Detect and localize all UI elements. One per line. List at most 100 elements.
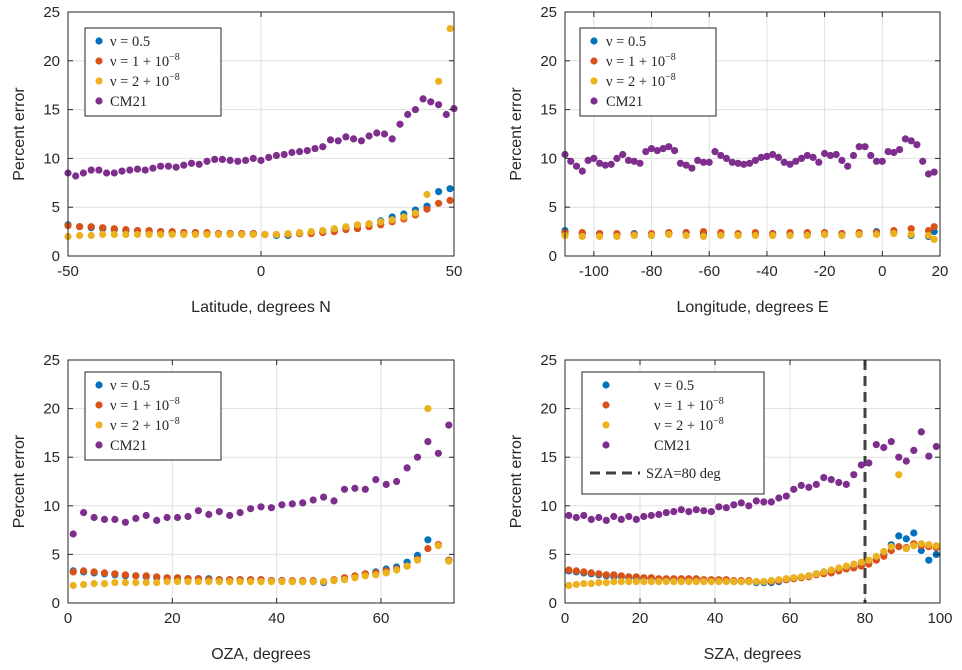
data-point (670, 578, 678, 586)
data-point (774, 153, 783, 161)
data-point (195, 160, 203, 168)
legend-label-3: CM21 (110, 438, 147, 454)
data-point (578, 167, 586, 175)
data-point (572, 513, 580, 522)
data-point (278, 501, 286, 509)
axes-box (67, 359, 455, 604)
data-point (234, 157, 242, 165)
data-point (121, 518, 129, 526)
data-point (99, 230, 107, 239)
legend-marker-purple (95, 441, 103, 449)
data-point (895, 471, 903, 479)
data-point (685, 578, 693, 586)
data-point (782, 575, 790, 583)
data-point (850, 560, 858, 568)
legend-label-vline: SZA=80 deg (646, 466, 721, 482)
data-point (445, 557, 453, 565)
data-point (872, 441, 880, 449)
legend-marker-yellow (602, 421, 610, 429)
data-point (100, 569, 109, 577)
data-point (267, 504, 275, 512)
data-point (760, 498, 768, 506)
data-point (419, 95, 427, 103)
legend-label-3: CM21 (110, 94, 147, 110)
data-point (890, 148, 898, 157)
data-point (624, 156, 633, 164)
data-point (790, 574, 798, 582)
legend-box (579, 27, 717, 117)
series-yellow (64, 25, 454, 241)
data-point (580, 580, 588, 588)
data-point (411, 209, 419, 217)
data-point (320, 493, 328, 501)
data-point (857, 461, 865, 469)
data-point (249, 230, 257, 239)
chart-panel-2: -100 -80 -60 -40 -20 0 20 0 5 10 15 20 25 Longitude, … (508, 4, 948, 316)
data-point (157, 162, 165, 170)
data-point (838, 231, 846, 240)
data-point (728, 158, 736, 166)
data-point (194, 578, 202, 586)
data-point (707, 508, 715, 516)
data-point (835, 564, 843, 572)
data-point (896, 146, 904, 154)
data-point (910, 529, 918, 537)
data-point (435, 77, 443, 85)
data-point (880, 547, 888, 556)
data-point (596, 159, 604, 167)
y-axis-label: Percent error (508, 434, 525, 528)
data-point (595, 513, 603, 522)
legend-label-0: ν = 0.5 (654, 378, 694, 394)
data-point (404, 110, 412, 119)
data-point (373, 129, 381, 137)
series-purple (565, 428, 940, 525)
data-point (682, 161, 690, 169)
data-point (284, 230, 292, 238)
legend-marker-orange (95, 401, 103, 409)
data-point (613, 154, 621, 162)
data-point (872, 552, 880, 560)
legend-label-2: ν = 2 + 10−8 (110, 72, 180, 90)
data-point (365, 132, 373, 140)
legend-label-1: ν = 1 + 10−8 (606, 52, 676, 70)
data-point (835, 478, 843, 487)
data-point (700, 578, 708, 586)
y-tick-label: 0 (52, 248, 60, 265)
data-point (565, 566, 573, 574)
data-point (403, 464, 411, 472)
x-tick-label: 60 (782, 610, 799, 627)
data-point (694, 156, 702, 164)
legend-label-3: CM21 (654, 438, 691, 454)
data-point (826, 151, 835, 160)
legend: ν = 0.5 ν = 1 + 10−8 ν = 2 + 10−8 CM21 (84, 371, 222, 461)
legend-marker-orange (590, 57, 598, 65)
data-point (103, 169, 111, 177)
data-point (677, 506, 685, 514)
x-tick-label: 0 (64, 610, 72, 627)
data-point (655, 510, 663, 519)
legend: ν = 0.5 ν = 1 + 10−8 ν = 2 + 10−8 CM21 SZA=8… (581, 371, 765, 495)
data-point (319, 227, 327, 235)
data-point (280, 150, 288, 159)
data-point (393, 477, 401, 486)
data-point (832, 150, 840, 159)
data-point (610, 512, 618, 521)
legend-label-0: ν = 0.5 (110, 34, 150, 50)
data-point (640, 512, 648, 521)
legend-marker-yellow (95, 421, 103, 429)
data-point (924, 170, 933, 178)
y-tick-label: 10 (43, 150, 60, 167)
x-tick-label: 20 (164, 610, 181, 627)
legend-marker-purple (95, 97, 103, 105)
data-point (632, 515, 640, 524)
data-point (797, 573, 805, 581)
data-point (180, 230, 188, 239)
data-point (267, 578, 275, 586)
data-point (803, 151, 811, 160)
data-point (692, 506, 700, 514)
data-point (913, 141, 921, 149)
data-point (69, 568, 77, 576)
y-tick-label: 5 (549, 546, 557, 563)
y-tick-label: 5 (549, 199, 557, 216)
